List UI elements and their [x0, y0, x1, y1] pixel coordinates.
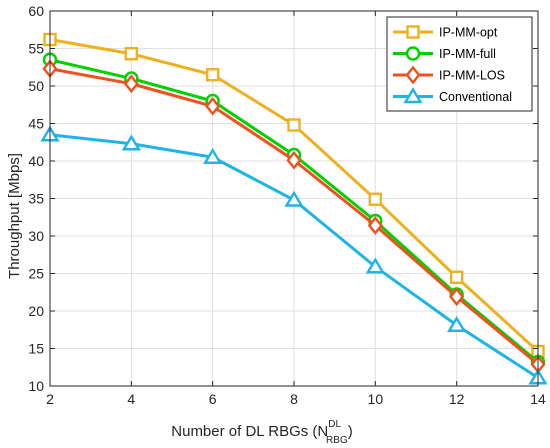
x-axis-label-main: Number of DL RBGs (N: [171, 423, 328, 440]
data-point-marker: [284, 190, 304, 207]
y-tick-label: 15: [28, 341, 44, 357]
legend-entry: IP-MM-full: [393, 46, 496, 61]
legend-label: IP-MM-opt: [439, 26, 498, 40]
axis-ticks: 2 4 6 8 10 12 14 10 15 20 25 30 35 40 45 50 55 60: [28, 3, 546, 407]
data-point-marker: [205, 68, 220, 82]
x-axis-label-sup: DL: [328, 419, 341, 430]
x-tick-label: 14: [530, 391, 546, 407]
data-point-marker: [447, 315, 467, 332]
legend-marker: [405, 65, 421, 85]
y-tick-label: 50: [28, 78, 44, 94]
data-point-marker: [449, 270, 464, 284]
legend-marker: [406, 25, 420, 39]
legend-label: IP-MM-LOS: [439, 69, 505, 83]
data-point-marker: [287, 118, 301, 132]
y-axis-label: Throughput [Mbps]: [6, 153, 23, 279]
y-tick-label: 60: [28, 3, 44, 19]
x-tick-label: 8: [290, 391, 298, 407]
x-tick-label: 6: [209, 391, 217, 407]
y-tick-label: 20: [28, 303, 44, 319]
y-tick-label: 35: [28, 191, 44, 207]
data-point-marker: [205, 96, 221, 116]
data-point-marker: [368, 192, 383, 206]
data-point-marker: [121, 134, 141, 151]
data-point-marker: [365, 257, 385, 274]
legend-label: Conventional: [439, 90, 512, 104]
x-tick-label: 10: [368, 391, 384, 407]
legend: IP-MM-opt IP-MM-full IP-MM-LOS Conventional: [386, 16, 533, 112]
series-ip-mm-los: [42, 59, 546, 374]
legend-entry: IP-MM-opt: [393, 25, 498, 40]
series-layer: [40, 32, 548, 385]
legend-marker: [403, 87, 423, 104]
data-point-marker: [367, 216, 383, 235]
x-axis-label-sub: RBG: [326, 435, 348, 446]
y-tick-label: 45: [28, 116, 44, 132]
x-axis-label-close: ): [348, 423, 353, 440]
legend-marker: [405, 46, 421, 61]
data-point-marker: [286, 150, 302, 170]
y-tick-label: 55: [28, 41, 44, 57]
y-tick-label: 25: [28, 266, 44, 282]
data-point-marker: [124, 47, 139, 61]
data-point-marker: [203, 147, 223, 164]
x-tick-label: 12: [449, 391, 465, 407]
legend-entry: Conventional: [393, 87, 512, 104]
x-tick-label: 4: [127, 391, 135, 407]
series-conventional: [40, 125, 548, 385]
x-tick-label: 2: [46, 391, 54, 407]
legend-entry: IP-MM-LOS: [393, 65, 505, 85]
data-point-marker: [123, 74, 139, 94]
data-point-marker: [449, 287, 465, 307]
legend-label: IP-MM-full: [439, 47, 496, 61]
y-tick-label: 10: [28, 378, 44, 394]
x-axis-label: Number of DL RBGs (NDL RBG): [171, 419, 352, 446]
y-tick-label: 30: [28, 228, 44, 244]
y-tick-label: 40: [28, 153, 44, 169]
